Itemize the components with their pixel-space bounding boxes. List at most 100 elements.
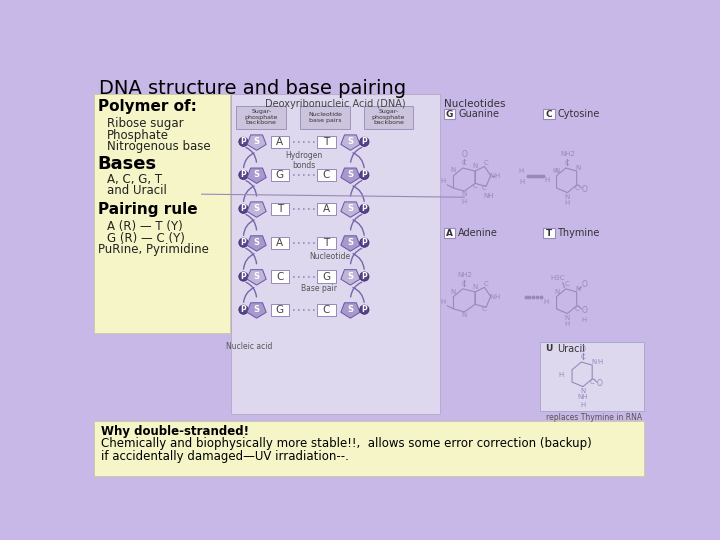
Polygon shape [341, 202, 360, 217]
FancyBboxPatch shape [317, 136, 336, 148]
Text: P: P [240, 272, 246, 281]
Text: A: A [446, 229, 453, 238]
Text: N: N [472, 284, 478, 289]
Text: O: O [462, 150, 467, 159]
Text: DNA structure and base pairing: DNA structure and base pairing [99, 79, 406, 98]
Circle shape [360, 272, 369, 281]
Text: O: O [582, 185, 588, 194]
Polygon shape [247, 168, 266, 184]
Text: NH: NH [484, 193, 495, 199]
Text: H: H [519, 179, 524, 185]
Text: O: O [582, 306, 588, 315]
Text: C: C [575, 185, 579, 191]
Text: P: P [361, 137, 367, 146]
Polygon shape [341, 269, 360, 285]
Text: H: H [543, 299, 549, 305]
Text: C: C [276, 272, 284, 281]
Text: G (R) — C (Y): G (R) — C (Y) [107, 232, 185, 245]
Text: Sugar-
phosphate
backbone: Sugar- phosphate backbone [245, 109, 278, 125]
Text: A: A [276, 238, 284, 248]
Polygon shape [247, 269, 266, 285]
Text: H: H [462, 199, 467, 205]
Text: A, C, G, T: A, C, G, T [107, 173, 162, 186]
Text: A: A [276, 137, 284, 147]
Text: Sugar-
phosphate
backbone: Sugar- phosphate backbone [372, 109, 405, 125]
Text: S: S [348, 238, 354, 247]
Text: Deoxyribonucleic Acid (DNA): Deoxyribonucleic Acid (DNA) [266, 99, 406, 109]
Text: N: N [490, 173, 495, 179]
Text: C: C [580, 354, 585, 360]
Circle shape [239, 137, 248, 146]
Circle shape [360, 204, 369, 213]
Text: Ribose sugar: Ribose sugar [107, 117, 184, 130]
FancyBboxPatch shape [271, 271, 289, 283]
Text: N: N [554, 168, 559, 174]
Text: Thymine: Thymine [557, 228, 600, 239]
Text: A: A [323, 204, 330, 214]
Text: U: U [545, 345, 552, 354]
Text: C: C [565, 160, 570, 166]
Text: S: S [253, 272, 260, 281]
Text: N: N [451, 289, 456, 295]
FancyBboxPatch shape [300, 106, 350, 129]
FancyBboxPatch shape [271, 136, 289, 148]
FancyBboxPatch shape [317, 303, 336, 316]
FancyBboxPatch shape [271, 237, 289, 249]
Text: N: N [580, 388, 585, 394]
Circle shape [239, 238, 248, 247]
Text: Phosphate: Phosphate [107, 129, 169, 141]
Text: N: N [575, 165, 581, 171]
Text: replaces Thymine in RNA: replaces Thymine in RNA [546, 413, 642, 422]
Text: C: C [323, 170, 330, 180]
Text: H: H [559, 372, 564, 378]
Text: if accidentally damaged—UV irradiation--.: if accidentally damaged—UV irradiation--… [101, 450, 348, 463]
Text: and Uracil: and Uracil [107, 184, 167, 197]
Text: H: H [494, 294, 500, 300]
Text: Guanine: Guanine [458, 109, 499, 119]
Circle shape [239, 170, 248, 179]
Text: Nitrogenous base: Nitrogenous base [107, 140, 211, 153]
Text: C: C [590, 379, 595, 385]
Text: T: T [323, 238, 330, 248]
FancyBboxPatch shape [444, 109, 456, 119]
Circle shape [360, 305, 369, 314]
Text: N: N [462, 191, 467, 197]
Text: C: C [484, 281, 488, 287]
Text: H: H [598, 359, 603, 365]
Text: S: S [348, 305, 354, 314]
FancyBboxPatch shape [543, 344, 554, 354]
Text: G: G [276, 170, 284, 180]
Text: NH2: NH2 [560, 151, 575, 157]
Text: H3C: H3C [551, 275, 565, 281]
Text: Nucleotide
base pairs: Nucleotide base pairs [308, 112, 342, 123]
Text: H: H [564, 321, 570, 327]
Polygon shape [341, 303, 360, 318]
Text: S: S [348, 204, 354, 213]
FancyBboxPatch shape [317, 202, 336, 215]
Circle shape [360, 170, 369, 179]
Polygon shape [341, 135, 360, 150]
Text: H: H [564, 200, 570, 206]
FancyBboxPatch shape [271, 168, 289, 181]
Text: T: T [276, 204, 283, 214]
Text: Polymer of:: Polymer of: [98, 99, 197, 114]
Text: Cytosine: Cytosine [557, 109, 600, 119]
Text: Nucleotides: Nucleotides [444, 99, 505, 109]
Text: Bases: Bases [98, 155, 157, 173]
Text: O: O [580, 345, 586, 354]
Text: N: N [472, 163, 478, 168]
Text: Uracil: Uracil [557, 344, 585, 354]
Text: P: P [240, 204, 246, 213]
Text: H: H [544, 177, 550, 183]
Text: S: S [348, 272, 354, 281]
FancyBboxPatch shape [443, 94, 644, 414]
Text: P: P [240, 171, 246, 179]
Text: N: N [564, 194, 570, 200]
Text: P: P [240, 305, 246, 314]
Text: S: S [348, 137, 354, 146]
Circle shape [360, 238, 369, 247]
Text: H: H [582, 316, 587, 323]
Text: P: P [361, 238, 367, 247]
Text: C: C [484, 160, 488, 166]
FancyBboxPatch shape [94, 94, 230, 333]
